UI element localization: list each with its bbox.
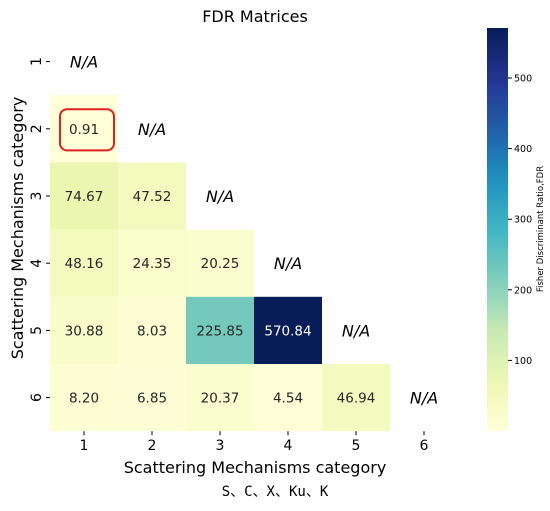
- heatmap-cell: [50, 296, 118, 364]
- heatmap-cell: [118, 296, 186, 364]
- heatmap-cell: [186, 296, 254, 364]
- cell-value-label: 47.52: [133, 189, 172, 205]
- cell-value-label: 0.91: [69, 122, 99, 138]
- cell-value-label: 4.54: [273, 391, 303, 407]
- x-tick-label: 4: [284, 438, 293, 454]
- cell-na-label: N/A: [70, 53, 98, 72]
- heatmap-cell: [50, 162, 118, 230]
- y-axis-label: Scattering Mechanisms category: [8, 97, 27, 360]
- heatmap-cell: [50, 229, 118, 297]
- colorbar: Fisher Discriminant Ratio,FDR 100 200 300 4…: [487, 28, 546, 431]
- cell-value-label: 20.37: [201, 391, 240, 407]
- heatmap-cell: [186, 229, 254, 297]
- cell-value-label: 24.35: [133, 256, 172, 272]
- y-tick-label: 2: [29, 124, 45, 133]
- cell-value-label: 570.84: [264, 323, 311, 339]
- x-tick-label: 1: [80, 438, 89, 454]
- colorbar-tick-label: 400: [514, 144, 532, 155]
- y-tick-label: 6: [29, 393, 45, 402]
- heatmap-cell: [118, 364, 186, 432]
- cell-value-label: 6.85: [137, 391, 167, 407]
- cell-na-label: N/A: [410, 389, 438, 408]
- cell-value-label: 46.94: [337, 391, 376, 407]
- y-tick-label: 3: [29, 192, 45, 201]
- x-tick-label: 6: [420, 438, 429, 454]
- colorbar-tick-label: 200: [514, 285, 532, 296]
- heatmap-cell: [186, 364, 254, 432]
- figure-caption: S、C、X、Ku、K: [221, 484, 329, 500]
- cell-na-label: N/A: [138, 120, 166, 139]
- y-tick-label: 4: [29, 259, 45, 268]
- cell-value-label: 48.16: [65, 256, 104, 272]
- cell-value-label: 74.67: [65, 189, 104, 205]
- cell-na-label: N/A: [342, 321, 370, 340]
- cell-value-label: 8.03: [137, 323, 167, 339]
- cell-value-label: 225.85: [196, 323, 243, 339]
- colorbar-gradient: [487, 28, 508, 431]
- heatmap-cells: [50, 95, 390, 432]
- colorbar-tick-label: 300: [514, 215, 532, 226]
- cell-na-label: N/A: [206, 187, 234, 206]
- y-tick-label: 5: [29, 326, 45, 335]
- axis-ticks: 1 2 3 4 5 6 1 2 3 4 5 6: [29, 57, 429, 454]
- colorbar-tick-label: 100: [514, 356, 532, 367]
- chart-title: FDR Matrices: [202, 7, 308, 26]
- x-tick-label: 5: [352, 438, 361, 454]
- colorbar-tick-label: 500: [514, 74, 532, 85]
- cell-na-label: N/A: [274, 254, 302, 273]
- x-tick-label: 3: [216, 438, 225, 454]
- cell-value-label: 8.20: [69, 391, 99, 407]
- heatmap-cell: [50, 364, 118, 432]
- heatmap-cell: [322, 364, 390, 432]
- heatmap-cell: [254, 364, 322, 432]
- highlight-outline: [59, 108, 115, 152]
- x-tick-label: 2: [148, 438, 157, 454]
- y-tick-label: 1: [29, 57, 45, 66]
- heatmap-cell: [118, 229, 186, 297]
- x-axis-label: Scattering Mechanisms category: [124, 458, 387, 477]
- colorbar-label: Fisher Discriminant Ratio,FDR: [536, 166, 546, 292]
- heatmap-cell: [254, 296, 322, 364]
- cell-value-label: 30.88: [65, 323, 104, 339]
- heatmap-cell: [118, 162, 186, 230]
- heatmap-cell-labels: N/A 0.91 N/A 74.67 47.52 N/A 48.16 24.35 20.25 N/…: [59, 53, 438, 408]
- cell-value-label: 20.25: [201, 256, 240, 272]
